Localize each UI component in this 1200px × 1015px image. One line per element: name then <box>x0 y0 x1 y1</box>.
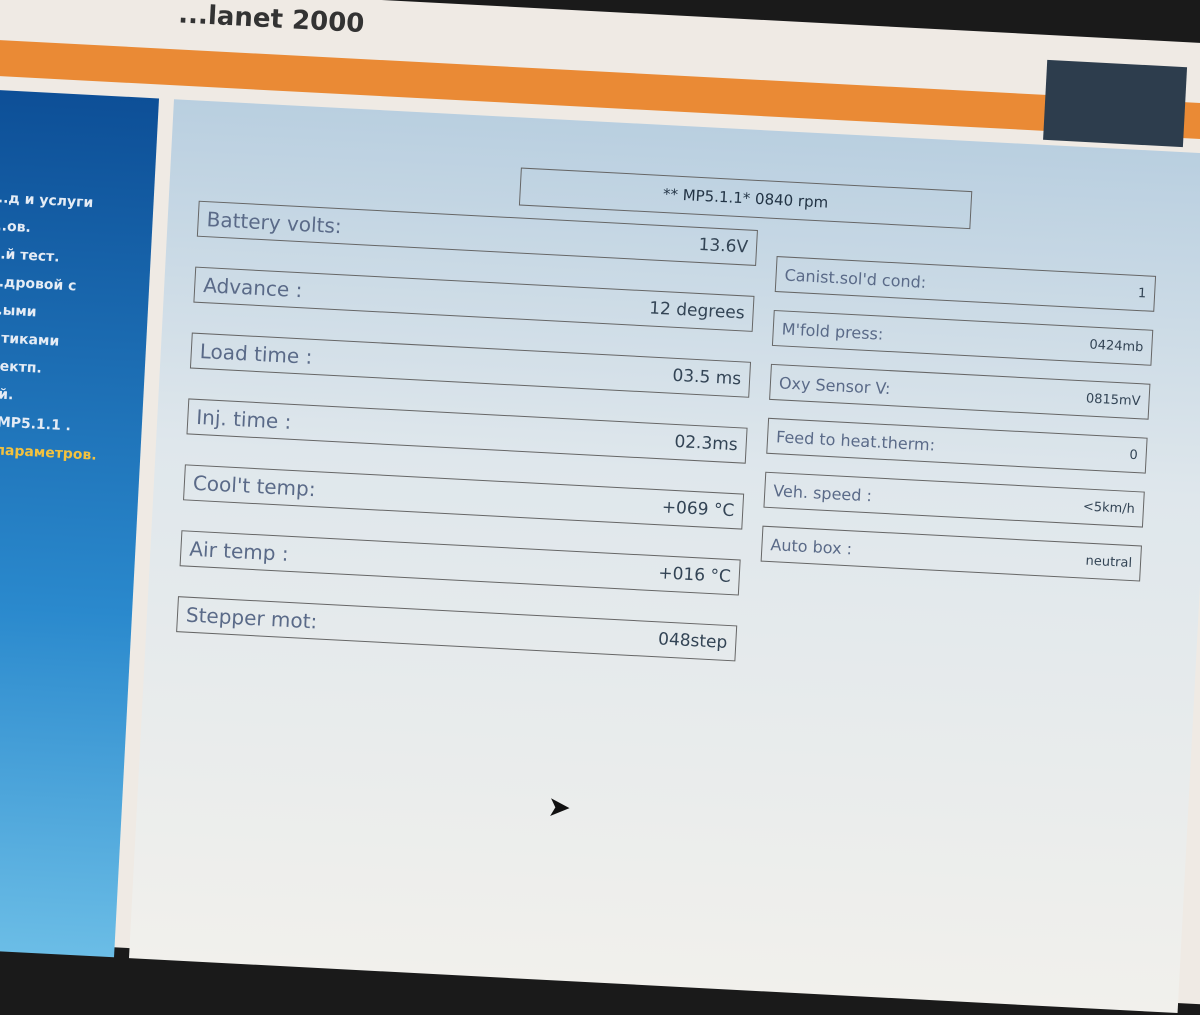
parameter-label: Veh. speed : <box>772 480 873 505</box>
parameter-value: +016 °C <box>657 563 732 588</box>
parameter-label: Inj. time : <box>195 404 293 434</box>
parameter-row: Stepper mot: 048step <box>176 596 738 662</box>
parameter-label: Auto box : <box>770 534 853 558</box>
parameter-value: 12 degrees <box>648 298 746 324</box>
parameter-value: 13.6V <box>698 234 749 258</box>
parameter-row: Veh. speed : <5km/h <box>763 471 1145 528</box>
parameter-label: Cool't temp: <box>192 470 317 502</box>
sidebar-item-active[interactable]: ...параметров. <box>0 441 98 464</box>
parameter-label: Air temp : <box>188 536 290 566</box>
parameter-value: 0 <box>1129 447 1139 463</box>
parameter-value: 0424mb <box>1089 337 1144 355</box>
sidebar-item[interactable]: ...ов. <box>0 217 32 236</box>
sidebar-item[interactable]: ...ектп. <box>0 357 43 377</box>
parameter-row: Inj. time : 02.3ms <box>186 398 748 464</box>
window-title: ...lanet 2000 <box>177 0 366 40</box>
parameter-row: Cool't temp: +069 °C <box>183 464 745 530</box>
parameter-label: Feed to heat.therm: <box>775 426 936 455</box>
parameter-value: 03.5 ms <box>671 365 742 390</box>
parameter-row: Oxy Sensor V: 0815mV <box>769 363 1151 420</box>
parameter-value: 1 <box>1137 285 1147 301</box>
sidebar-item[interactable]: ...й тест. <box>0 245 60 266</box>
parameter-label: Advance : <box>202 273 304 303</box>
parameter-value: 0815mV <box>1085 390 1141 409</box>
logo-thumbnail <box>1043 59 1188 148</box>
sidebar-item[interactable]: ...тиками <box>0 329 60 350</box>
parameter-row: Advance : 12 degrees <box>193 266 755 332</box>
parameter-row: Auto box : neutral <box>760 525 1142 582</box>
parameter-row: M'fold press: 0424mb <box>771 309 1154 366</box>
parameter-row: Load time : 03.5 ms <box>189 332 752 398</box>
parameter-label: Battery volts: <box>206 207 343 239</box>
parameter-label: Oxy Sensor V: <box>778 372 891 398</box>
parameter-label: Canist.sol'd cond: <box>784 264 927 292</box>
parameter-value: 048step <box>657 629 728 653</box>
mouse-cursor-icon: ➤ <box>546 789 572 824</box>
sidebar-item[interactable]: ...ыми <box>0 301 37 321</box>
parameter-panel: ** MP5.1.1* 0840 rpm Battery volts: 13.6V… <box>128 99 1200 1014</box>
parameter-value: 02.3ms <box>673 431 739 456</box>
ecu-header: ** MP5.1.1* 0840 rpm <box>518 167 973 230</box>
parameter-row: Canist.sol'd cond: 1 <box>774 256 1157 312</box>
parameter-label: Stepper mot: <box>185 602 318 634</box>
sidebar-item[interactable]: ...дровой с <box>0 273 77 295</box>
parameter-row: Air temp : +016 °C <box>179 530 741 596</box>
parameter-value: +069 °C <box>661 497 735 522</box>
parameter-row: Feed to heat.therm: 0 <box>766 417 1148 474</box>
parameter-label: M'fold press: <box>781 318 884 344</box>
parameter-label: Load time : <box>199 338 313 369</box>
parameter-value: neutral <box>1085 553 1133 571</box>
parameter-value: <5km/h <box>1082 498 1136 517</box>
sidebar-item[interactable]: ...MP5.1.1 . <box>0 413 72 435</box>
sidebar-item[interactable]: ...й. <box>0 385 14 404</box>
